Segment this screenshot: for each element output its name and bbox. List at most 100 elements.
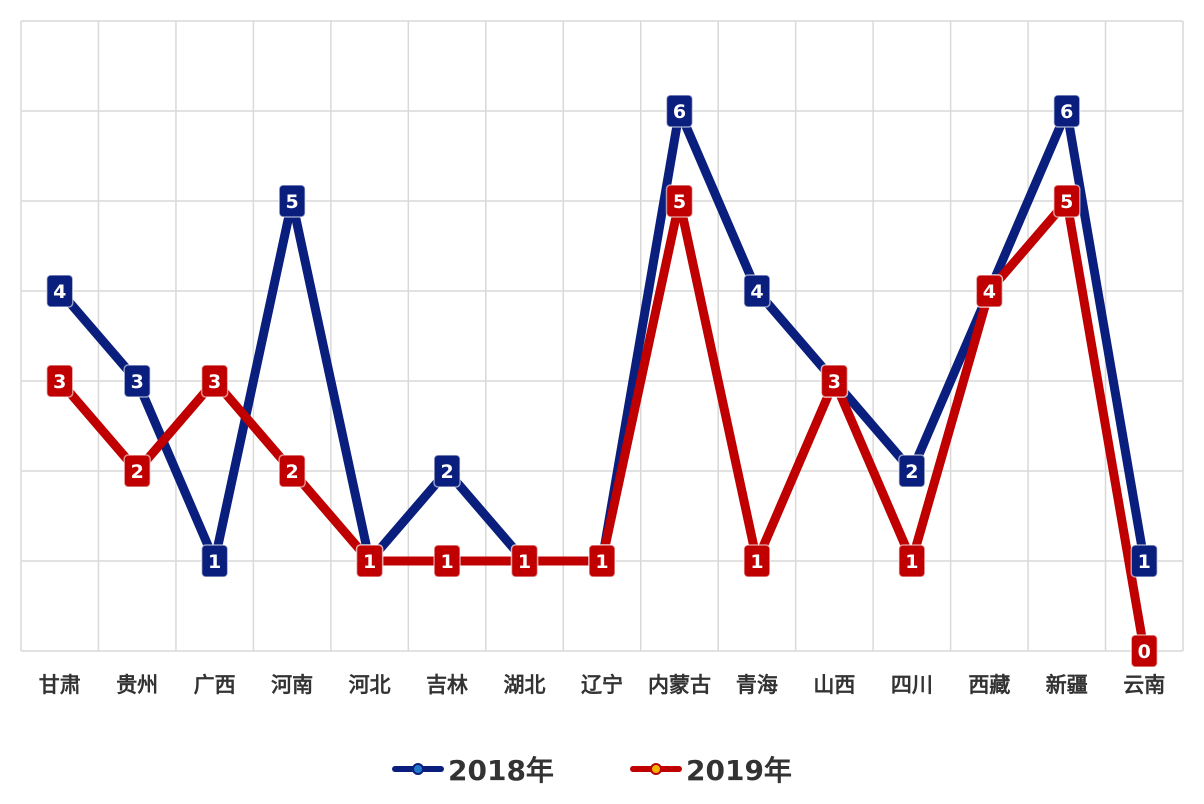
series-layer: 431512116432461323211115131450 bbox=[45, 94, 1159, 668]
data-label: 4 bbox=[975, 274, 1004, 308]
legend-marker bbox=[650, 763, 662, 775]
x-tick-label: 湖北 bbox=[504, 673, 546, 697]
data-label-box bbox=[588, 544, 616, 578]
data-label: 2 bbox=[433, 454, 461, 488]
data-label-text: 4 bbox=[983, 281, 996, 303]
legend: 2018年 2019年 bbox=[392, 754, 792, 787]
data-label: 3 bbox=[123, 364, 151, 398]
data-label-text: 2 bbox=[440, 461, 453, 483]
data-label-box bbox=[743, 544, 771, 578]
x-tick-label: 云南 bbox=[1123, 673, 1165, 697]
data-label: 3 bbox=[45, 364, 74, 398]
data-label-text: 0 bbox=[1138, 641, 1151, 663]
data-label-text: 5 bbox=[1060, 191, 1073, 213]
data-label: 1 bbox=[510, 544, 539, 578]
x-axis-ticks: 甘肃 贵州 广西 河南 河北 吉林 湖北 辽宁 内蒙古 青海 山西 四川 西藏 新疆 云南 bbox=[39, 673, 1166, 697]
data-label: 6 bbox=[1053, 94, 1081, 128]
data-label: 1 bbox=[898, 544, 926, 578]
data-label: 0 bbox=[1130, 634, 1159, 668]
legend-label: 2019年 bbox=[686, 754, 792, 787]
data-label: 5 bbox=[278, 184, 306, 218]
data-label-text: 3 bbox=[208, 371, 221, 393]
data-label-box bbox=[200, 544, 229, 578]
data-label-text: 1 bbox=[905, 551, 918, 573]
legend-marker bbox=[412, 763, 424, 775]
x-tick-label: 西藏 bbox=[968, 673, 1010, 697]
x-tick-label: 内蒙古 bbox=[648, 673, 711, 697]
grid bbox=[20, 20, 1184, 652]
legend-label: 2018年 bbox=[448, 754, 554, 787]
x-tick-label: 贵州 bbox=[116, 673, 158, 697]
data-label-box bbox=[1053, 94, 1081, 128]
data-label-box bbox=[975, 274, 1004, 308]
data-label-text: 5 bbox=[286, 191, 299, 213]
data-label: 1 bbox=[743, 544, 771, 578]
data-label-box bbox=[123, 364, 151, 398]
data-label-box bbox=[820, 364, 849, 398]
data-label: 1 bbox=[355, 544, 384, 578]
x-tick-label: 吉林 bbox=[426, 673, 468, 697]
data-label: 1 bbox=[433, 544, 461, 578]
data-label-box bbox=[665, 94, 694, 128]
x-tick-label: 广西 bbox=[194, 673, 236, 697]
data-label-box bbox=[510, 544, 539, 578]
x-tick-label: 河北 bbox=[349, 673, 391, 697]
data-label: 3 bbox=[200, 364, 229, 398]
data-label-text: 3 bbox=[828, 371, 841, 393]
x-tick-label: 甘肃 bbox=[39, 673, 81, 697]
series-line-1 bbox=[56, 95, 1149, 576]
x-tick-label: 河南 bbox=[271, 673, 313, 697]
data-label-box bbox=[1130, 544, 1159, 578]
legend-item: 2019年 bbox=[630, 754, 792, 787]
data-label-text: 1 bbox=[595, 551, 608, 573]
data-label: 4 bbox=[45, 274, 74, 308]
data-label: 6 bbox=[665, 94, 694, 128]
data-label-box bbox=[665, 184, 694, 218]
data-label-box bbox=[278, 454, 306, 488]
legend-item: 2018年 bbox=[392, 754, 554, 787]
data-label-text: 1 bbox=[518, 551, 531, 573]
x-tick-label: 新疆 bbox=[1046, 673, 1088, 697]
data-label-text: 2 bbox=[905, 461, 918, 483]
data-label-box bbox=[278, 184, 306, 218]
data-label-text: 3 bbox=[53, 371, 66, 393]
data-label: 1 bbox=[1130, 544, 1159, 578]
data-label: 2 bbox=[898, 454, 926, 488]
data-label-text: 4 bbox=[53, 281, 66, 303]
data-label: 1 bbox=[588, 544, 616, 578]
data-label-text: 1 bbox=[1138, 551, 1151, 573]
data-label: 2 bbox=[278, 454, 306, 488]
data-label-box bbox=[743, 274, 771, 308]
x-tick-label: 青海 bbox=[736, 673, 778, 697]
data-label: 3 bbox=[820, 364, 849, 398]
data-label-box bbox=[355, 544, 384, 578]
data-label-text: 6 bbox=[1060, 101, 1073, 123]
data-label-text: 1 bbox=[440, 551, 453, 573]
x-tick-label: 四川 bbox=[891, 673, 933, 697]
data-label-box bbox=[200, 364, 229, 398]
data-label-text: 1 bbox=[363, 551, 376, 573]
data-label: 1 bbox=[200, 544, 229, 578]
data-label-text: 1 bbox=[208, 551, 221, 573]
data-label-text: 2 bbox=[131, 461, 144, 483]
x-tick-label: 辽宁 bbox=[581, 673, 623, 697]
data-label-box bbox=[898, 454, 926, 488]
data-label: 5 bbox=[1053, 184, 1081, 218]
data-label-text: 2 bbox=[286, 461, 299, 483]
data-label-box bbox=[898, 544, 926, 578]
data-label-box bbox=[433, 544, 461, 578]
data-label-text: 5 bbox=[673, 191, 686, 213]
data-label-text: 3 bbox=[131, 371, 144, 393]
x-tick-label: 山西 bbox=[813, 673, 855, 697]
data-label-box bbox=[1053, 184, 1081, 218]
data-label: 2 bbox=[123, 454, 151, 488]
data-label-text: 4 bbox=[750, 281, 763, 303]
data-label-box bbox=[1130, 634, 1159, 668]
data-label-box bbox=[45, 274, 74, 308]
series-line-2 bbox=[56, 190, 1149, 652]
data-label-text: 1 bbox=[750, 551, 763, 573]
data-label: 4 bbox=[743, 274, 771, 308]
data-label-box bbox=[433, 454, 461, 488]
data-label-box bbox=[123, 454, 151, 488]
